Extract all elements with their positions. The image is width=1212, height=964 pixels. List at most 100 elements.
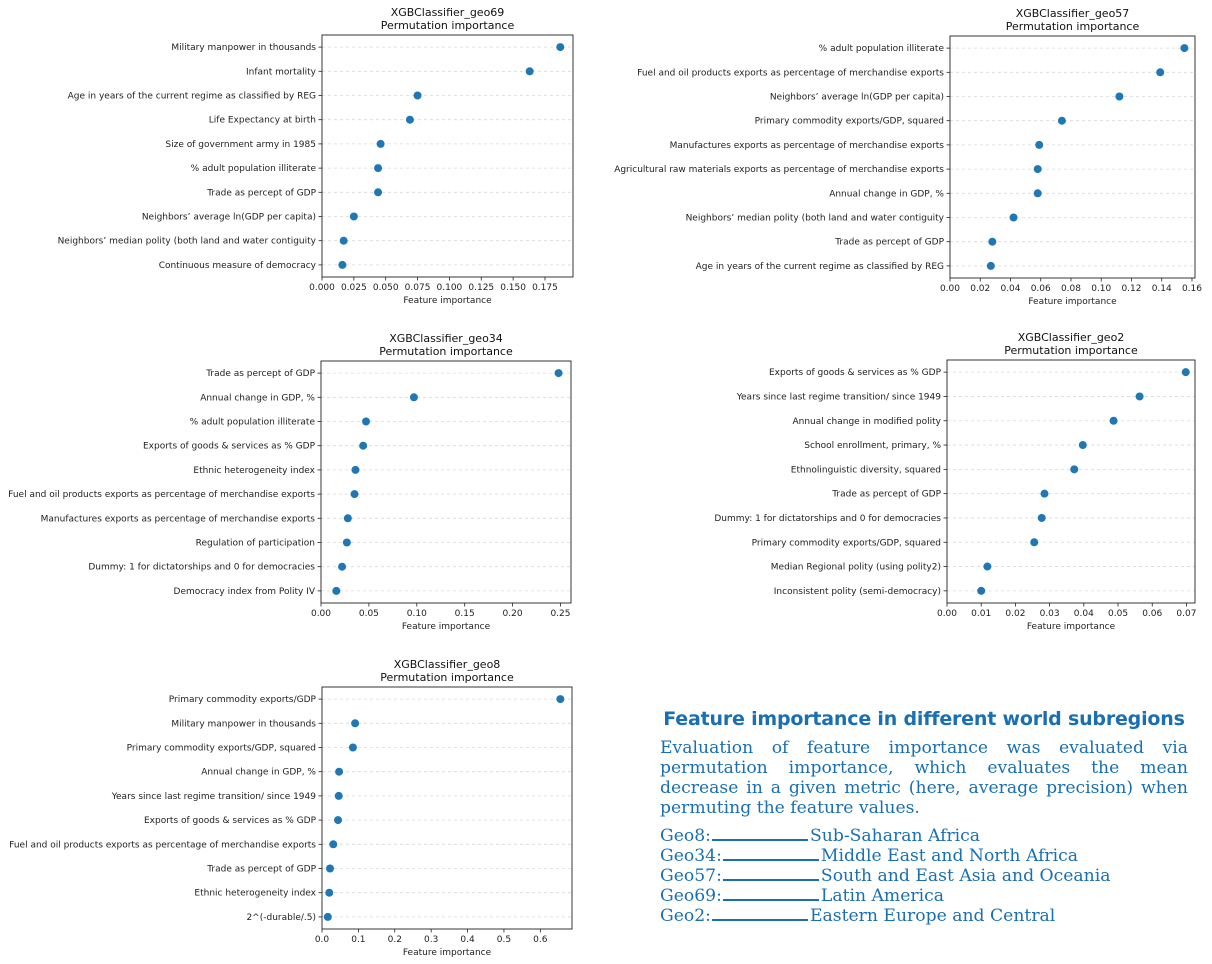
chart-subtitle: Permutation importance [1006, 20, 1140, 33]
data-point [350, 490, 359, 499]
data-point [1009, 213, 1018, 222]
data-point [409, 393, 418, 402]
legend-row-geo34: Geo34: Middle East and North Africa [660, 846, 1188, 866]
y-tick-label: Trade as percept of GDP [834, 238, 944, 248]
y-tick-label: Life Expectancy at birth [209, 116, 316, 126]
data-point [326, 864, 335, 873]
data-point [556, 695, 565, 704]
x-tick-label: 0.25 [550, 609, 570, 619]
data-point [1030, 538, 1039, 547]
legend-underline [711, 907, 808, 921]
y-tick-label: Fuel and oil products exports as percent… [9, 840, 316, 850]
y-tick-label: Trade as percept of GDP [205, 369, 315, 379]
legend-row-geo8: Geo8: Sub-Saharan Africa [660, 826, 1188, 846]
chart-title: XGBClassifier_geo8 [394, 658, 501, 671]
data-point [338, 562, 347, 571]
x-tick-label: 0.3 [424, 935, 438, 945]
chart-title: XGBClassifier_geo34 [389, 332, 503, 345]
y-tick-label: Manufactures exports as percentage of me… [41, 514, 316, 524]
data-point [332, 586, 341, 595]
legend-code: Geo2: [660, 906, 711, 926]
x-tick-label: 0.2 [388, 935, 402, 945]
chart-title: XGBClassifier_geo69 [391, 6, 505, 19]
data-point [1180, 44, 1189, 53]
note-body: Evaluation of feature importance was eva… [660, 738, 1188, 818]
y-tick-label: Trade as percept of GDP [831, 490, 941, 500]
data-point [1078, 441, 1087, 450]
y-tick-label: Inconsistent polity (semi-democracy) [774, 587, 941, 597]
x-tick-label: 0.08 [1061, 284, 1081, 294]
y-tick-label: % adult population illiterate [191, 164, 317, 174]
x-tick-label: 0.02 [1005, 609, 1025, 619]
plot-frame [320, 360, 572, 604]
plot-frame [946, 359, 1196, 604]
y-tick-label: Median Regional polity (using polity2) [771, 563, 941, 573]
x-tick-label: 0.07 [1176, 609, 1196, 619]
x-tick-label: 0.06 [1031, 284, 1051, 294]
legend-row-geo69: Geo69: Latin America [660, 886, 1188, 906]
x-tick-label: 0.025 [341, 283, 367, 293]
data-point [362, 417, 371, 426]
y-tick-label: Years since last regime transition/ sinc… [736, 392, 942, 402]
x-tick-label: 0.00 [311, 609, 331, 619]
y-tick-label: Dummy: 1 for dictatorships and 0 for dem… [88, 563, 315, 573]
data-point [349, 212, 358, 221]
y-tick-label: Primary commodity exports/GDP, squared [752, 538, 941, 548]
data-point [376, 139, 385, 148]
x-tick-label: 0.125 [468, 283, 494, 293]
plot-frame [321, 34, 574, 278]
x-tick-label: 0.00 [937, 609, 957, 619]
y-tick-label: Exports of goods & services as % GDP [144, 816, 317, 826]
y-tick-label: Infant mortality [246, 67, 317, 77]
chart-subtitle: Permutation importance [1004, 344, 1138, 357]
data-point [348, 743, 357, 752]
data-point [1033, 165, 1042, 174]
x-tick-label: 0.01 [971, 609, 991, 619]
x-tick-label: 0.03 [1040, 609, 1060, 619]
y-tick-label: % adult population illiterate [819, 44, 945, 54]
x-axis-label: Feature importance [402, 622, 491, 632]
x-tick-label: 0.04 [1074, 609, 1094, 619]
legend-row-geo2: Geo2: Eastern Europe and Central [660, 906, 1188, 926]
y-tick-label: School enrollment, primary, % [804, 441, 941, 451]
data-point [1040, 489, 1049, 498]
plot-frame [321, 686, 573, 930]
y-tick-label: Age in years of the current regime as cl… [696, 262, 944, 272]
x-tick-label: 0.10 [407, 609, 427, 619]
x-tick-label: 0.000 [309, 283, 335, 293]
x-tick-label: 0.12 [1121, 284, 1141, 294]
x-axis-label: Feature importance [403, 948, 492, 958]
note-heading: Feature importance in different world su… [663, 708, 1185, 730]
data-point [1156, 68, 1165, 77]
chart-subtitle: Permutation importance [381, 19, 515, 32]
y-tick-label: Trade as percept of GDP [206, 188, 316, 198]
legend-region: Eastern Europe and Central [809, 906, 1056, 926]
data-point [359, 441, 368, 450]
x-tick-label: 0.5 [497, 935, 511, 945]
legend-underline [722, 867, 819, 881]
y-tick-label: Ethnolinguistic diversity, squared [791, 465, 941, 475]
data-point [1037, 513, 1046, 522]
data-point [374, 188, 383, 197]
y-tick-label: Neighbors’ median polity (both land and … [686, 214, 945, 224]
y-tick-label: Years since last regime transition/ sinc… [111, 792, 317, 802]
x-tick-label: 0.05 [1108, 609, 1128, 619]
legend-underline [711, 827, 808, 841]
x-tick-label: 0.0 [315, 935, 330, 945]
y-tick-label: Continuous measure of democracy [159, 261, 317, 271]
data-point [323, 912, 332, 921]
data-point [554, 369, 563, 378]
y-tick-label: Ethnic heterogeneity index [194, 889, 316, 899]
x-tick-label: 0.6 [533, 935, 548, 945]
data-point [335, 767, 344, 776]
data-point [405, 115, 414, 124]
y-tick-label: Fuel and oil products exports as percent… [8, 490, 315, 500]
x-tick-label: 0.175 [532, 283, 558, 293]
x-tick-label: 0.04 [1000, 284, 1020, 294]
y-tick-label: Ethnic heterogeneity index [193, 466, 315, 476]
legend-region: Latin America [820, 886, 944, 906]
y-tick-label: Age in years of the current regime as cl… [68, 92, 316, 102]
x-tick-label: 0.150 [500, 283, 526, 293]
data-point [1035, 140, 1044, 149]
